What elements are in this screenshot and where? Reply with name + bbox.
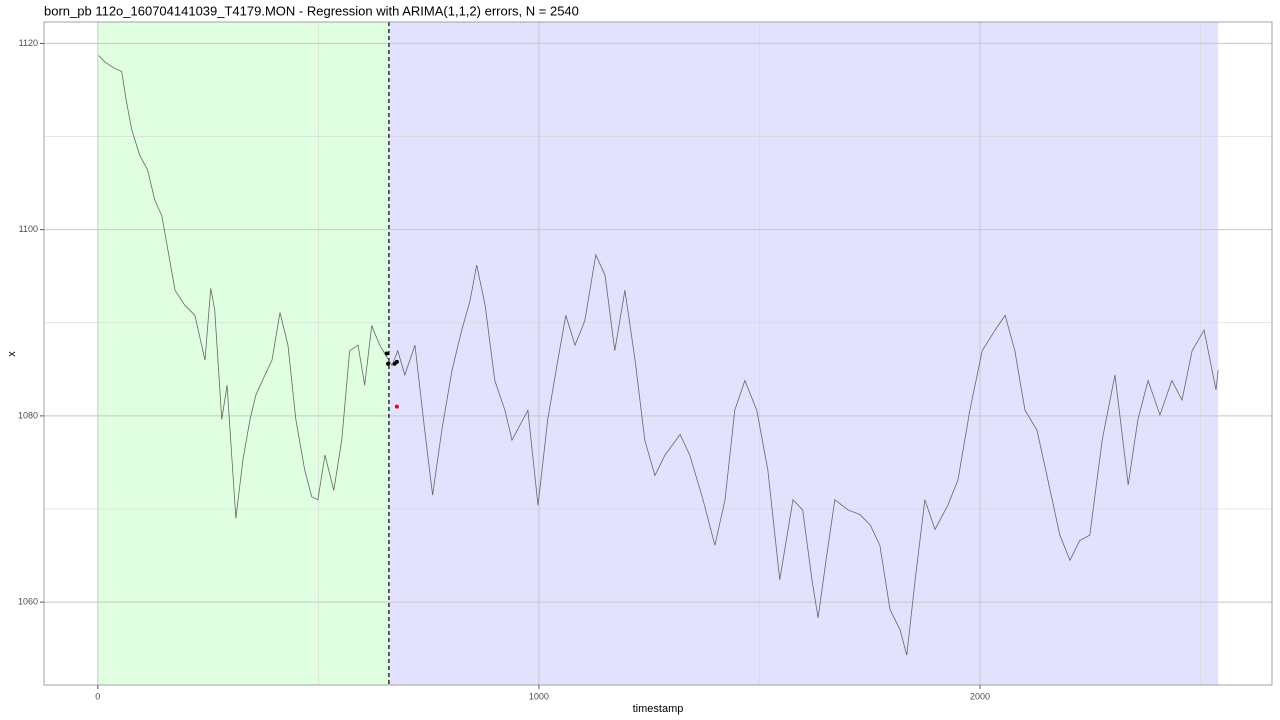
marker-point xyxy=(386,361,391,366)
panel-border xyxy=(43,21,1273,686)
chart-title: born_pb 112o_160704141039_T4179.MON - Re… xyxy=(44,3,579,18)
y-tick-label: 1120 xyxy=(19,38,38,48)
x-tick-label: 1000 xyxy=(529,691,549,701)
shaded-region xyxy=(97,22,389,685)
marker-point xyxy=(394,359,399,364)
shaded-region xyxy=(388,22,1219,685)
x-tick-label: 2000 xyxy=(970,691,990,701)
x-tick-label: 0 xyxy=(95,691,100,701)
y-tick-label: 1080 xyxy=(18,410,38,420)
marker-point xyxy=(384,351,389,356)
y-tick-label: 1060 xyxy=(18,597,38,607)
x-axis-label: timestamp xyxy=(633,703,684,715)
y-tick-label: 1100 xyxy=(19,224,38,234)
data-line xyxy=(98,55,1219,656)
y-axis-label: x xyxy=(6,351,18,357)
marker-point xyxy=(394,404,399,409)
